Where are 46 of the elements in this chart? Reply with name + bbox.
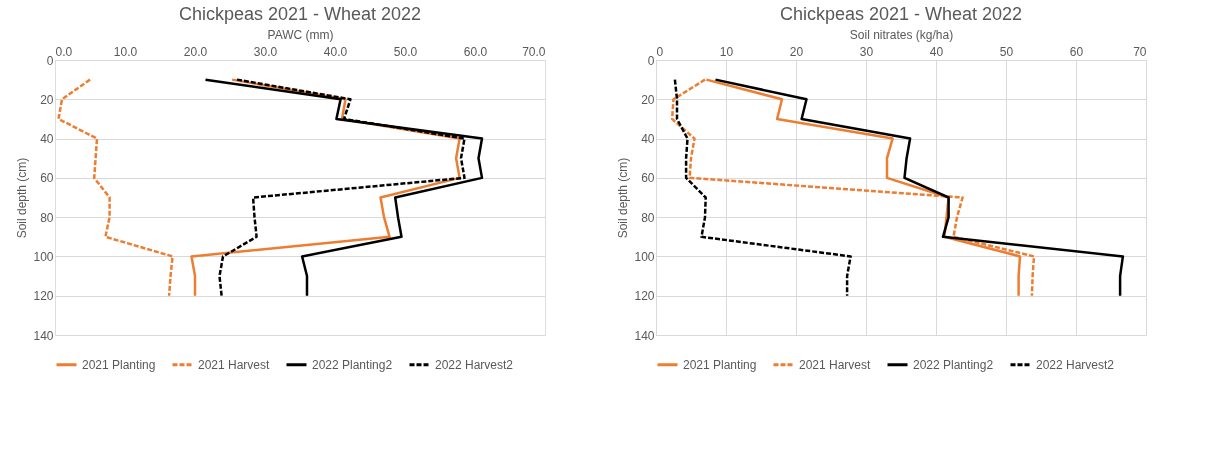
legend-label: 2021 Planting [82,357,156,372]
legend-label: 2022 Harvest2 [435,357,514,372]
y-tick-label: 80 [40,210,54,225]
x-tick-label: 40 [929,44,944,59]
x-axis-title: PAWC (mm) [267,27,334,42]
chart-title: Chickpeas 2021 - Wheat 2022 [779,4,1023,24]
line-series [57,78,174,297]
y-tick-label: 100 [33,249,54,264]
x-tick-label: 60 [1069,44,1084,59]
x-tick-label: 70 [1133,44,1147,59]
y-tick-label: 20 [641,92,655,107]
x-tick-label: 60.0 [463,44,488,59]
x-tick-label: 20.0 [183,44,208,59]
x-tick-label: 30 [859,44,874,59]
y-axis-title: Soil depth (cm) [616,157,631,239]
y-tick-label: 40 [40,132,54,147]
legend-label: 2021 Planting [683,357,757,372]
legend-label: 2022 Planting2 [913,357,994,372]
legend-label: 2021 Harvest [799,357,872,372]
y-tick-label: 120 [634,289,655,304]
y-tick-label: 140 [634,328,655,343]
chart-title: Chickpeas 2021 - Wheat 2022 [178,4,422,24]
y-tick-label: 40 [641,132,655,147]
x-tick-label: 40.0 [323,44,348,59]
legend-label: 2022 Harvest2 [1036,357,1115,372]
legend-label: 2021 Harvest [198,357,271,372]
x-tick-label: 30.0 [253,44,278,59]
x-tick-label: 70.0 [522,44,546,59]
x-tick-label: 50.0 [393,44,418,59]
line-series [673,78,852,297]
y-tick-label: 120 [33,289,54,304]
x-tick-label: 10.0 [113,44,138,59]
y-tick-label: 140 [33,328,54,343]
y-axis-title: Soil depth (cm) [15,157,30,239]
x-tick-label: 20 [789,44,804,59]
x-tick-label: 0.0 [55,44,73,59]
x-tick-label: 10 [719,44,734,59]
x-axis-title: Soil nitrates (kg/ha) [849,27,954,42]
y-tick-label: 60 [40,171,54,186]
line-series [714,78,1125,297]
y-tick-label: 100 [634,249,655,264]
y-tick-label: 60 [641,171,655,186]
legend-label: 2022 Planting2 [312,357,393,372]
x-tick-label: 50 [999,44,1014,59]
y-tick-label: 20 [40,92,54,107]
y-tick-label: 80 [641,210,655,225]
